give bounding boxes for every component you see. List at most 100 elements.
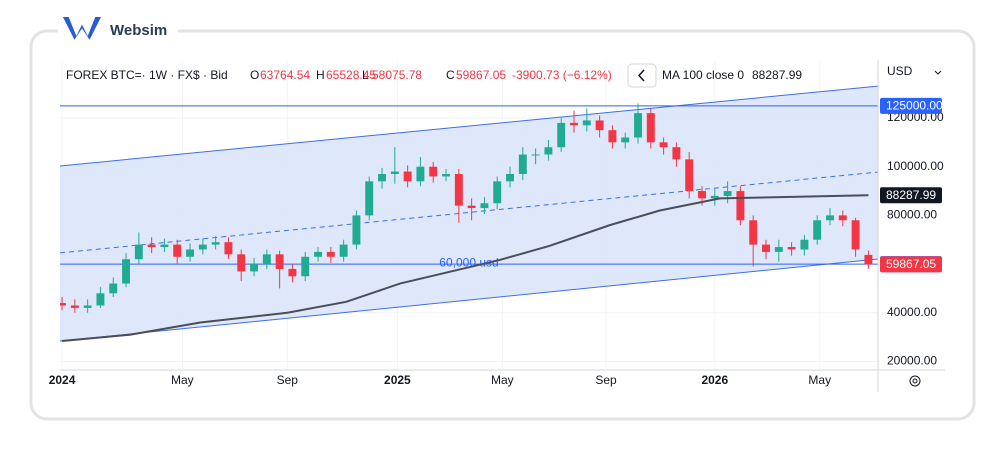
candle-body [570,122,578,126]
candle-body [352,215,361,245]
channel-mid [60,171,878,254]
x-tick-label: May [171,373,194,387]
candle-body [800,239,809,250]
candle-body [749,220,758,245]
candle-body [326,251,335,257]
candle-body [851,220,860,250]
x-tick-label: 2026 [701,373,728,387]
plot-area: 60,000 usd [60,62,878,370]
candle-body [557,122,566,148]
collapse-button[interactable] [627,63,657,88]
ohlc-label: O [250,68,259,82]
candle-body [403,171,412,182]
plot-layer: 60,000 usd [60,62,878,370]
ohlc-label: H [316,68,325,82]
price-box [880,256,942,273]
candle-body [826,215,834,221]
logo-icon [63,17,102,40]
ohlc-label: L [362,68,369,82]
candle-body [672,147,681,160]
level-annotation: 60,000 usd [439,255,498,269]
candle-body [429,166,438,177]
candle-body [685,159,694,192]
candle-body [736,191,745,221]
ohlc-label: C [446,68,455,82]
candle-body [250,264,259,272]
ma-line [61,194,869,343]
x-tick-label: Sep [595,373,617,387]
candle-body [762,244,770,252]
candle-body [480,203,489,209]
candle-body [134,244,143,260]
ma-legend-name: MA 100 close 0 [662,68,744,82]
candle-body [710,195,719,199]
x-tick-label: 2025 [384,373,411,387]
candle-body [518,154,527,174]
candle-body [467,205,476,209]
candle-body [160,244,169,248]
ohlc-value: 65528.45 [326,68,376,82]
candle-body [378,174,386,182]
settings-icon[interactable] [909,375,921,387]
channel-upper [60,85,878,167]
price-box [880,187,942,204]
candle-body [70,305,79,308]
channel-lower [60,258,878,342]
y-tick-label: 20000.00 [887,354,937,368]
y-tick-label: 80000.00 [887,208,937,222]
candle-body [838,215,847,221]
candle-body [211,242,220,245]
candle-body [454,174,463,206]
settings-icon-dot[interactable] [912,378,918,384]
currency-caret[interactable] [934,70,942,75]
collapse-icon[interactable] [637,69,645,82]
candle-body [275,254,284,269]
candle-body [723,191,732,196]
x-tick-label: May [808,373,831,387]
currency[interactable]: USD [887,64,913,78]
candle-body [813,220,822,240]
logo-bg [58,14,178,46]
candle-body [186,249,195,257]
candle-body [787,247,796,250]
x-tick-label: 2024 [49,373,76,387]
candle-body [544,147,553,155]
symbol: FOREX BTC=· 1W · FX$ · Bid [66,68,228,82]
candle-body [198,244,207,250]
candle-body [698,191,706,199]
y-tick-label: 100000.00 [887,159,944,173]
price-box [880,97,942,114]
candle-body [531,154,540,156]
candle-body [390,171,399,174]
candle-body [595,120,604,131]
candle-body [288,268,297,277]
candle-body [60,303,67,306]
change: -3900.73 (−6.12%) [512,68,612,82]
candle-body [262,254,271,265]
price-box-label: 88287.99 [886,188,936,202]
candle-body [416,166,425,182]
ohlc-value: 59867.05 [456,68,506,82]
candle-body [147,244,156,248]
candle-body [339,244,348,257]
candle-body [582,120,591,126]
logo-text: Websim [110,22,167,39]
price-box-label: 59867.05 [886,257,936,271]
candle-body [608,130,617,143]
candle-body [506,174,514,182]
candle-body [109,283,118,294]
candle-body [237,254,246,272]
candle-body [173,244,182,257]
candle-body [864,254,873,265]
x-tick-label: May [491,373,514,387]
candle-body [646,113,655,143]
candle-body [774,247,783,252]
ma-legend-value: 88287.99 [752,68,802,82]
candle-body [442,174,450,177]
ohlc-value: 58075.78 [372,68,422,82]
candle-body [659,142,668,148]
candle-body [122,259,131,284]
candle-body [224,242,233,255]
